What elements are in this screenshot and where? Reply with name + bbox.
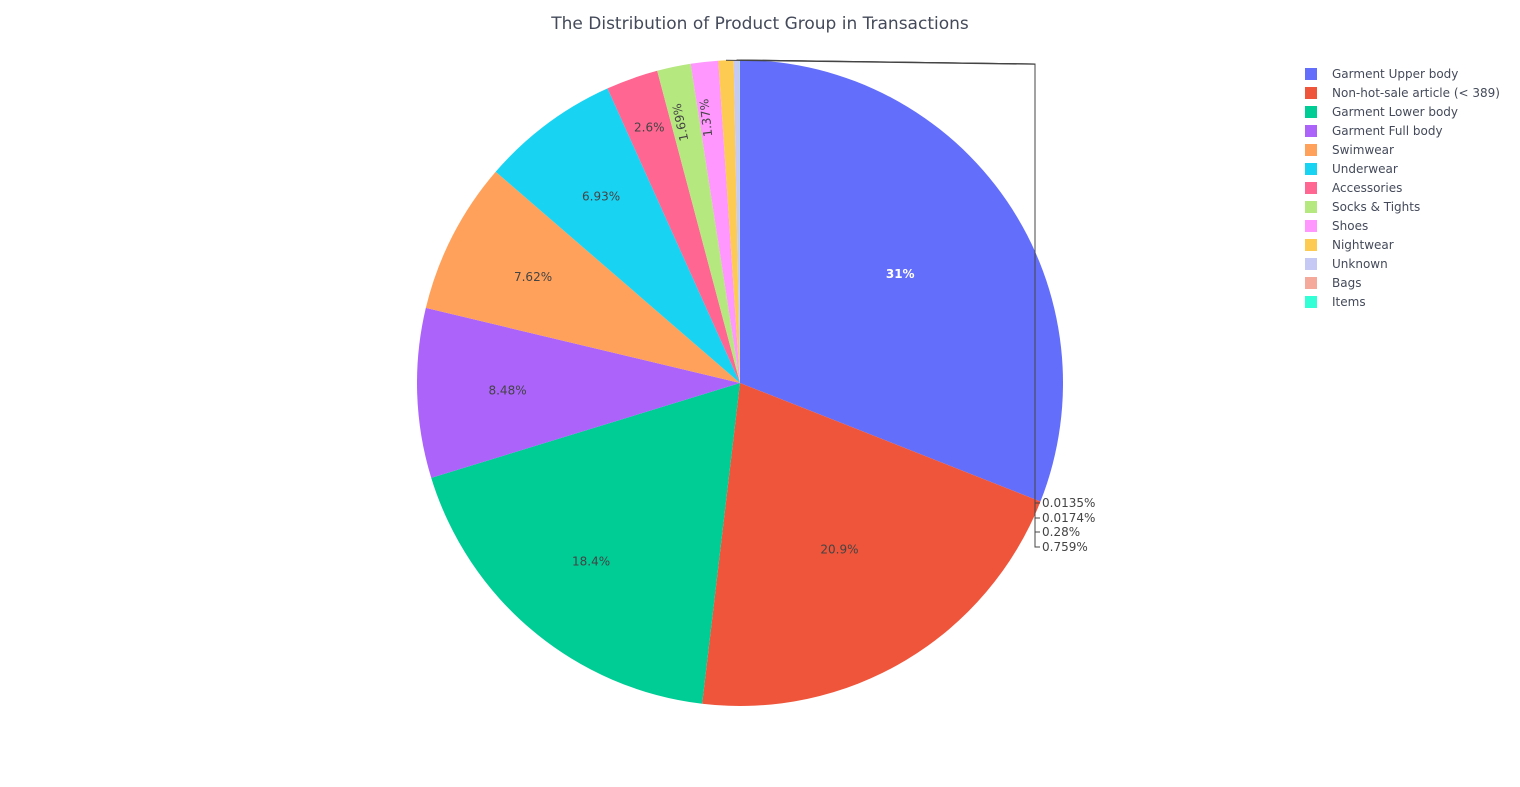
slice-label-garment-full-body: 8.48% bbox=[488, 383, 526, 397]
legend-label: Socks & Tights bbox=[1332, 200, 1420, 214]
legend-label: Shoes bbox=[1332, 219, 1368, 233]
legend-swatch bbox=[1305, 296, 1317, 308]
legend-label: Garment Lower body bbox=[1332, 105, 1458, 119]
legend-label: Garment Full body bbox=[1332, 124, 1443, 138]
legend-item-garment-lower-body[interactable]: Garment Lower body bbox=[1305, 105, 1458, 119]
legend-item-garment-upper-body[interactable]: Garment Upper body bbox=[1305, 67, 1458, 81]
pie-slice-accessories[interactable] bbox=[607, 70, 740, 384]
legend-item-shoes[interactable]: Shoes bbox=[1305, 219, 1368, 233]
legend-swatch bbox=[1305, 163, 1317, 175]
legend-item-unknown[interactable]: Unknown bbox=[1305, 257, 1388, 271]
pie-slice-nightwear[interactable] bbox=[718, 60, 740, 383]
pie-slice-garment-lower-body[interactable] bbox=[431, 383, 740, 704]
slice-label-nightwear: 0.759% bbox=[1042, 540, 1088, 554]
legend-label: Swimwear bbox=[1332, 143, 1394, 157]
chart-title: The Distribution of Product Group in Tra… bbox=[550, 14, 969, 34]
legend-label: Garment Upper body bbox=[1332, 67, 1458, 81]
legend-swatch bbox=[1305, 258, 1317, 270]
legend-item-garment-full-body[interactable]: Garment Full body bbox=[1305, 124, 1443, 138]
slice-label-garment-lower-body: 18.4% bbox=[572, 555, 610, 569]
legend-swatch bbox=[1305, 220, 1317, 232]
slice-label-swimwear: 7.62% bbox=[514, 270, 552, 284]
slice-label-underwear: 6.93% bbox=[582, 189, 620, 203]
pie-slice-underwear[interactable] bbox=[495, 88, 740, 384]
outside-slice-labels: 0.0135%0.0174%0.28%0.759% bbox=[725, 59, 1095, 554]
pie-slice-garment-upper-body[interactable] bbox=[740, 60, 1063, 502]
pie-slice-shoes[interactable] bbox=[690, 60, 740, 384]
legend-swatch bbox=[1305, 68, 1317, 80]
legend-item-bags[interactable]: Bags bbox=[1305, 276, 1361, 290]
slice-labels: 31%20.9%18.4%8.48%7.62%6.93%2.6% 1.69% 1.3… bbox=[488, 98, 914, 569]
legend-label: Items bbox=[1332, 295, 1366, 309]
legend-item-swimwear[interactable]: Swimwear bbox=[1305, 143, 1394, 157]
pie-slice-swimwear[interactable] bbox=[425, 171, 740, 383]
slice-label-non-hot-sale-article-389: 20.9% bbox=[820, 542, 858, 556]
pie-slice-non-hot-sale-article-389[interactable] bbox=[702, 383, 1041, 706]
legend-swatch bbox=[1305, 182, 1317, 194]
legend-label: Underwear bbox=[1332, 162, 1398, 176]
slice-label-unknown: 0.28% bbox=[1042, 525, 1080, 539]
legend-label: Nightwear bbox=[1332, 238, 1394, 252]
legend-label: Non-hot-sale article (< 389) bbox=[1332, 86, 1500, 100]
leader-line-nightwear bbox=[725, 59, 1040, 548]
legend-swatch bbox=[1305, 106, 1317, 118]
legend-item-non-hot-sale-article-389[interactable]: Non-hot-sale article (< 389) bbox=[1305, 86, 1500, 100]
legend-item-accessories[interactable]: Accessories bbox=[1305, 181, 1402, 195]
slice-label-bags: 0.0174% bbox=[1042, 511, 1095, 525]
legend-item-underwear[interactable]: Underwear bbox=[1305, 162, 1398, 176]
legend-swatch bbox=[1305, 144, 1317, 156]
pie-slice-garment-full-body[interactable] bbox=[417, 307, 740, 478]
legend-swatch bbox=[1305, 125, 1317, 137]
legend-item-nightwear[interactable]: Nightwear bbox=[1305, 238, 1394, 252]
legend-swatch bbox=[1305, 277, 1317, 289]
legend-label: Unknown bbox=[1332, 257, 1388, 271]
legend-item-socks-tights[interactable]: Socks & Tights bbox=[1305, 200, 1420, 214]
legend-item-items[interactable]: Items bbox=[1305, 295, 1366, 309]
slice-label-shoes: 1.37% bbox=[697, 98, 715, 137]
legend-swatch bbox=[1305, 87, 1317, 99]
legend-label: Accessories bbox=[1332, 181, 1402, 195]
pie-slices bbox=[417, 59, 1063, 706]
slice-label-garment-upper-body: 31% bbox=[886, 267, 915, 281]
pie-slice-socks-tights[interactable] bbox=[657, 63, 740, 384]
slice-label-items: 0.0135% bbox=[1042, 496, 1095, 510]
pie-slice-unknown[interactable] bbox=[733, 60, 740, 383]
slice-label-accessories: 2.6% bbox=[634, 120, 665, 134]
pie-slice-bags[interactable] bbox=[739, 60, 740, 383]
legend-swatch bbox=[1305, 239, 1317, 251]
legend-label: Bags bbox=[1332, 276, 1361, 290]
legend-swatch bbox=[1305, 201, 1317, 213]
legend: Garment Upper body Non-hot-sale article (… bbox=[1305, 67, 1500, 309]
